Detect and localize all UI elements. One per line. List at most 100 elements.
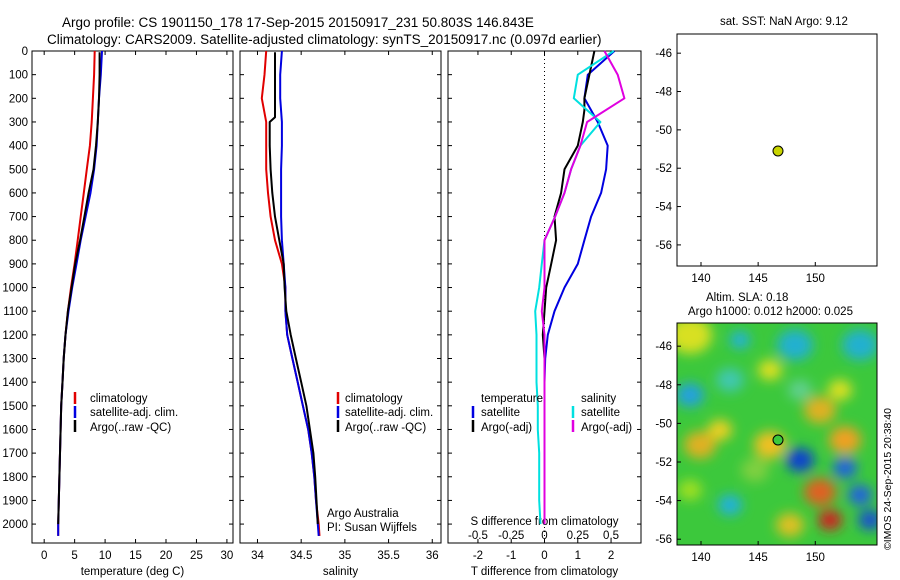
lat-tick-label: -48: [655, 380, 672, 392]
salinity-panel: 34 34.5 35 35.5 36 salinity: [239, 50, 442, 578]
lat-tick-label: -46: [655, 341, 672, 353]
depth-tick-label: 800: [9, 235, 28, 247]
sla-blob: [708, 419, 732, 441]
plot-frame: [239, 50, 442, 544]
sla-blob: [730, 331, 750, 349]
legend-head-temperature: temperature: [481, 393, 543, 405]
series-line: [57, 52, 101, 525]
sla-map-frame: [676, 322, 878, 546]
depth-tick-label: 1400: [2, 377, 28, 389]
sla-blob: [777, 329, 813, 361]
lat-tick-label: -50: [655, 418, 672, 430]
title-line-1: Argo profile: CS 1901150_178 17-Sep-2015…: [62, 15, 534, 30]
legend-label-climatology: climatology: [345, 393, 403, 405]
depth-tick-label: 1700: [2, 448, 28, 460]
sla-blob: [829, 426, 861, 454]
legend-head-salinity: salinity: [581, 393, 616, 405]
lon-tick-label: 150: [806, 273, 825, 285]
temperature-panel: 0100200300400500600700800900100011001200…: [2, 46, 234, 578]
s-tick-label: -0.5: [468, 530, 488, 542]
depth-tick-label: 2000: [2, 519, 28, 531]
lon-tick-label: 150: [806, 552, 825, 564]
lat-tick-label: -46: [655, 48, 672, 60]
s-tick-label: 0.5: [603, 530, 619, 542]
x-tick-label: 1: [575, 550, 581, 562]
sla-blob: [677, 323, 712, 354]
sst-map-panel: sat. SST: NaN Argo: 9.12 140 145 150 -46 -48…: [655, 16, 878, 285]
legend-label-argo: Argo(..raw -QC): [345, 422, 426, 434]
pi-label: PI: Susan Wijffels: [327, 522, 417, 534]
x-tick-label: 30: [221, 550, 234, 562]
depth-tick-label: 1000: [2, 283, 28, 295]
depth-tick-label: 1300: [2, 354, 28, 366]
depth-tick-label: 200: [9, 93, 28, 105]
title-line-2: Climatology: CARS2009. Satellite-adjuste…: [47, 32, 602, 47]
lon-tick-label: 145: [749, 552, 768, 564]
argo-position-marker-sla: [772, 434, 784, 446]
depth-tick-label: 1200: [2, 330, 28, 342]
sla-blob: [828, 379, 852, 401]
sla-blob: [678, 479, 702, 501]
x-tick-label: 20: [160, 550, 173, 562]
sla-map-panel: Altim. SLA: 0.18 Argo h1000: 0.012 h2000…: [655, 292, 894, 564]
temperature-legend: climatology satellite-adj. clim. Argo(..…: [73, 392, 178, 434]
difference-legend: temperature salinity satellite Argo(-adj…: [471, 393, 632, 434]
argo-australia-label: Argo Australia: [327, 508, 399, 520]
salinity-legend: climatology satellite-adj. clim. Argo(..…: [336, 392, 433, 434]
depth-tick-label: 600: [9, 188, 28, 200]
x-axis-label: temperature (deg C): [81, 566, 185, 578]
sla-blob: [788, 379, 812, 401]
x-tick-label: 0: [41, 550, 47, 562]
x-tick-label: 35.5: [377, 550, 399, 562]
plot-frame: [31, 50, 234, 544]
depth-tick-label: 900: [9, 259, 28, 271]
depth-tick-label: 300: [9, 117, 28, 129]
sla-blob: [684, 431, 716, 459]
sst-axis-ticks: 140 145 150 -46 -48 -50 -52 -54 -56: [655, 48, 825, 285]
series-line: [540, 50, 626, 525]
x-tick-label: 36: [426, 550, 439, 562]
x-tick-label: 35: [338, 550, 351, 562]
x-tick-label: 34: [251, 550, 264, 562]
lat-tick-label: -56: [655, 240, 672, 252]
sla-blob: [833, 457, 857, 479]
s-tick-label: -0.25: [498, 530, 524, 542]
lon-tick-label: 145: [749, 273, 768, 285]
x-tick-label: 2: [608, 550, 614, 562]
x-tick-label: 15: [129, 550, 142, 562]
x-tick-label: 5: [71, 550, 77, 562]
x-tick-label: 0: [541, 550, 547, 562]
lat-tick-label: -50: [655, 125, 672, 137]
depth-tick-label: 100: [9, 70, 28, 82]
legend-label-t-satellite: satellite: [481, 407, 520, 419]
sla-axis-ticks: 140 145 150 -46 -48 -50 -52 -54 -56: [655, 341, 825, 564]
legend-label-t-argo: Argo(-adj): [481, 422, 532, 434]
series-line: [268, 52, 319, 525]
sla-blob: [677, 383, 704, 407]
sla-blob: [786, 448, 814, 472]
depth-tick-label: 0: [22, 46, 28, 58]
s-tick-label: 0.25: [567, 530, 589, 542]
depth-tick-label: 500: [9, 164, 28, 176]
sla-anomaly-blobs: [677, 323, 877, 537]
x-axis-label: salinity: [323, 566, 358, 578]
x-axis-label: T difference from climatology: [471, 566, 618, 578]
legend-label-s-satellite: satellite: [581, 407, 620, 419]
argo-position-marker: [772, 145, 784, 157]
sla-panel-title-1: Altim. SLA: 0.18: [706, 292, 788, 304]
sla-blob: [848, 484, 872, 506]
x-tick-label: -1: [506, 550, 516, 562]
legend-label-s-argo: Argo(-adj): [581, 422, 632, 434]
sla-blob: [776, 513, 804, 537]
sla-panel-title-2: Argo h1000: 0.012 h2000: 0.025: [688, 306, 853, 318]
depth-tick-label: 1800: [2, 472, 28, 484]
sla-blob: [804, 478, 836, 506]
sla-blob: [842, 329, 877, 361]
depth-tick-label: 400: [9, 141, 28, 153]
x-tick-label: 25: [190, 550, 203, 562]
depth-tick-label: 1500: [2, 401, 28, 413]
sla-blob: [718, 494, 742, 516]
series-line: [534, 50, 615, 525]
sla-blob: [858, 509, 877, 531]
lon-tick-label: 140: [691, 552, 710, 564]
